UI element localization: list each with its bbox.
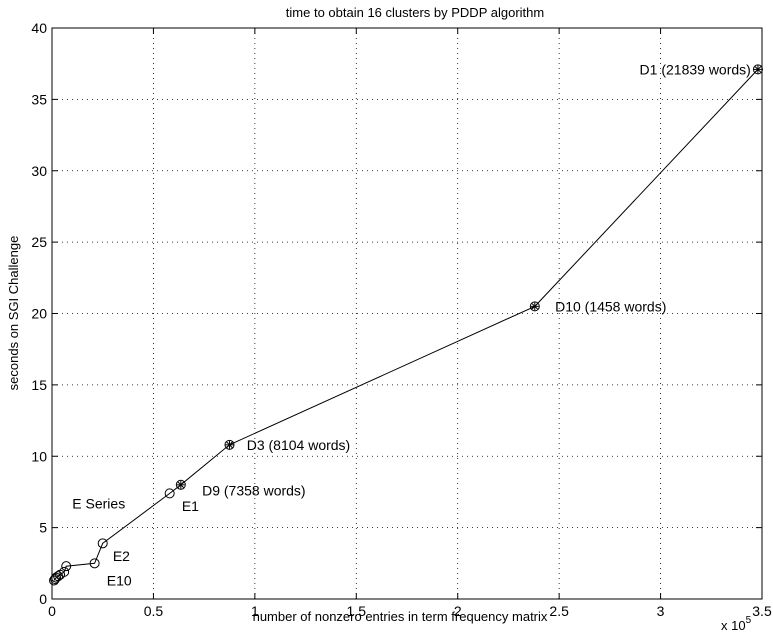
annotation-label: D10 (1458 words) xyxy=(555,298,666,314)
grid xyxy=(52,28,762,599)
annotations: D1 (21839 words) D10 (1458 words) D3 (8104… xyxy=(72,61,751,588)
annotation-label: E10 xyxy=(107,572,132,588)
y-tick-label: 40 xyxy=(31,20,47,36)
y-tick-label: 35 xyxy=(31,91,47,107)
y-tick-label: 0 xyxy=(39,591,47,607)
series-group xyxy=(49,64,763,586)
x-tick-label: 1.5 xyxy=(347,603,367,619)
x-axis-label: number of nonzero entries in term freque… xyxy=(253,609,548,624)
annotation-label: D1 (21839 words) xyxy=(640,61,751,77)
annotation-label: E2 xyxy=(113,548,130,564)
data-point xyxy=(97,538,108,549)
data-point-starred xyxy=(224,439,235,450)
x-tick-label: 3 xyxy=(657,603,665,619)
y-tick-label: 20 xyxy=(31,306,47,322)
y-tick-label: 15 xyxy=(31,377,47,393)
x-tick-label: 0 xyxy=(48,603,56,619)
x-tick-label: 2 xyxy=(454,603,462,619)
y-axis-label: seconds on SGI Challenge xyxy=(6,236,21,391)
y-tick-label: 30 xyxy=(31,163,47,179)
data-point-starred xyxy=(529,301,540,312)
x-multiplier-exponent: 5 xyxy=(746,615,752,626)
y-tick-label: 5 xyxy=(39,520,47,536)
x-tick-label: 3.5 xyxy=(752,603,772,619)
x-tick-label: 1 xyxy=(251,603,259,619)
x-tick-label: 0.5 xyxy=(144,603,164,619)
data-point xyxy=(59,566,70,577)
annotation-label: E1 xyxy=(182,498,199,514)
annotation-label: E Series xyxy=(72,495,125,511)
data-point-starred xyxy=(175,479,186,490)
series-line xyxy=(53,69,759,581)
axis-ticks: 0 0.5 1 1.5 2 2.5 3 3.5 0 5 10 15 20 25 30 35 40 xyxy=(31,20,772,619)
data-point-starred xyxy=(752,64,763,75)
annotation-label: D3 (8104 words) xyxy=(247,437,351,453)
chart-title: time to obtain 16 clusters by PDDP algor… xyxy=(286,5,544,20)
data-point xyxy=(164,488,175,499)
y-tick-label: 10 xyxy=(31,448,47,464)
x-multiplier: x 105 xyxy=(721,615,752,633)
x-tick-label: 2.5 xyxy=(549,603,569,619)
data-point xyxy=(61,561,72,572)
x-multiplier-base: x 10 xyxy=(721,618,746,633)
y-tick-label: 25 xyxy=(31,234,47,250)
data-point xyxy=(89,558,100,569)
annotation-label: D9 (7358 words) xyxy=(202,483,306,499)
